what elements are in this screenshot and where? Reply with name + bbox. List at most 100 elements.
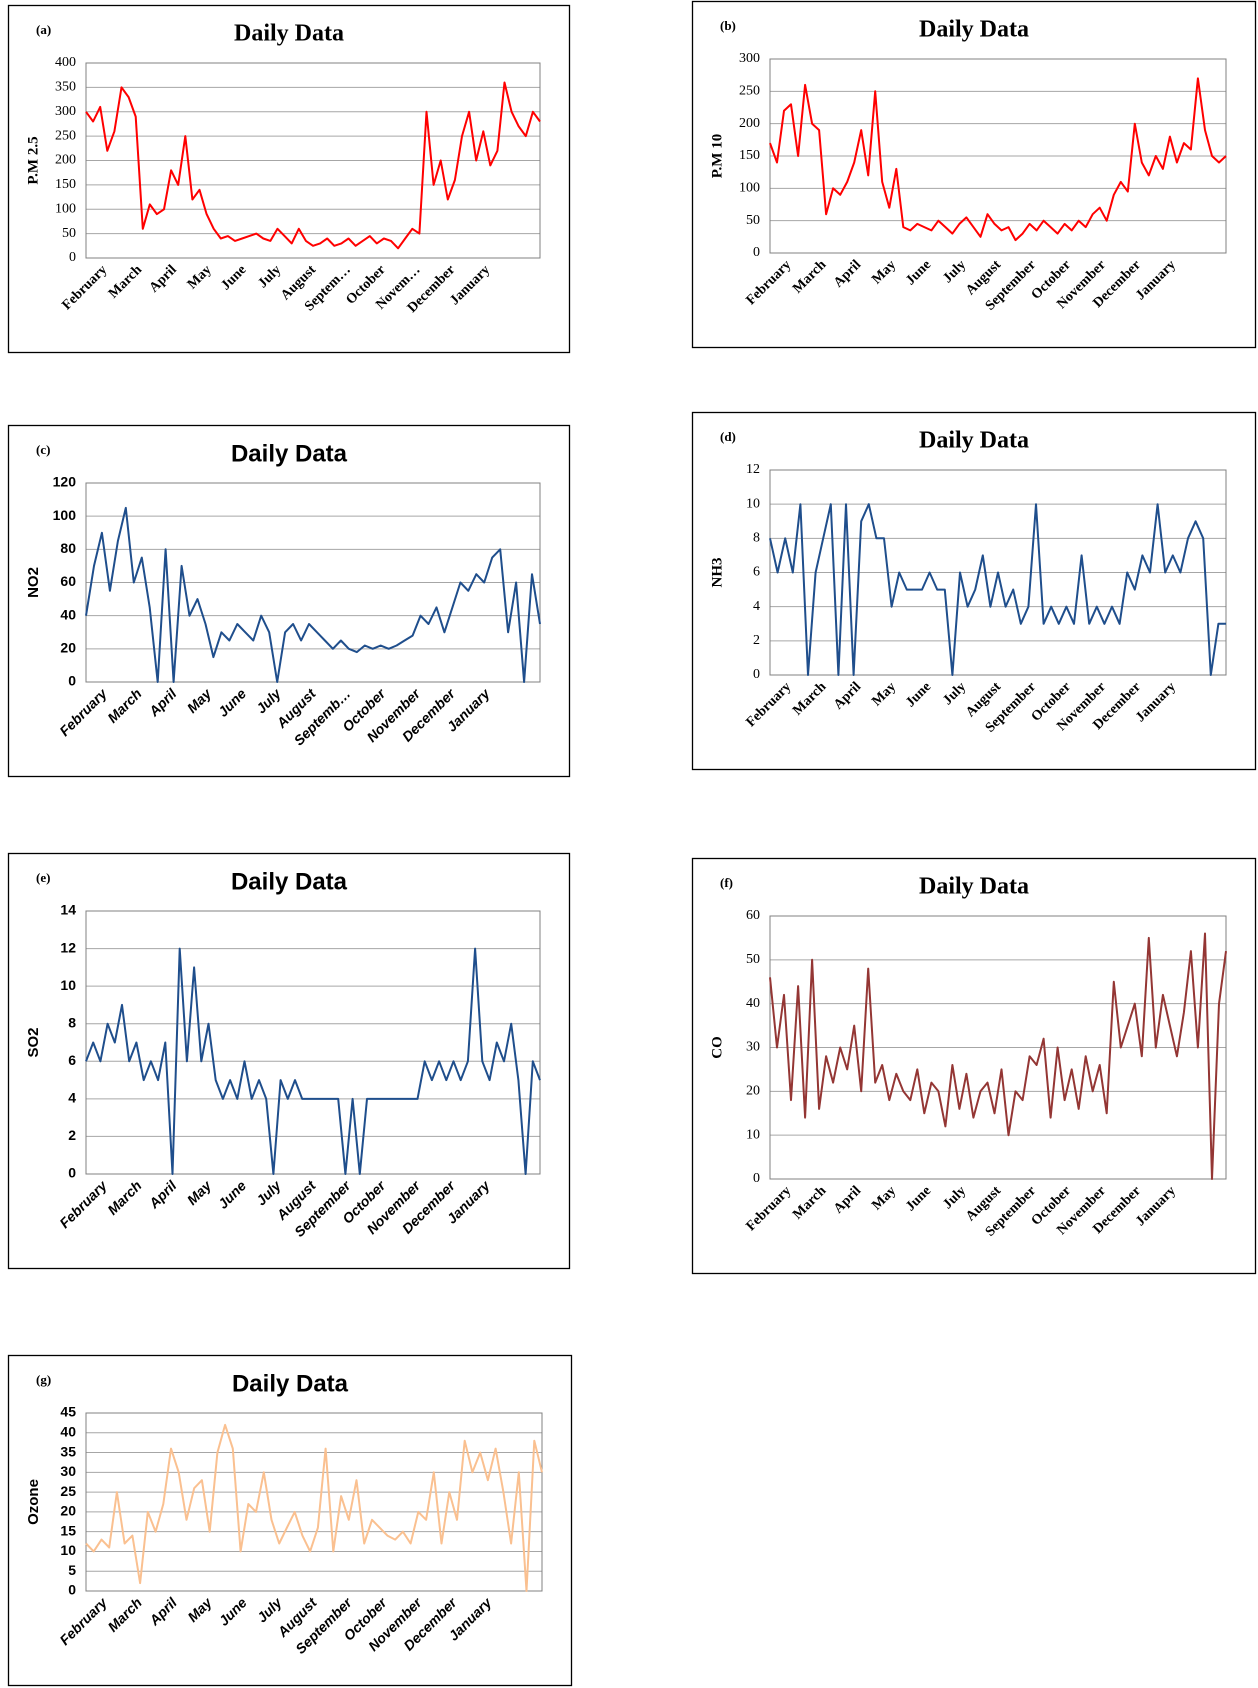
y-tick-label: 0 (69, 250, 76, 265)
panel-frame (691, 857, 1257, 1275)
data-line (769, 932, 1227, 1180)
data-line (85, 1423, 543, 1592)
y-tick-label: 20 (60, 1503, 76, 1519)
plot-frame (769, 469, 1227, 676)
panel-label: (d) (720, 429, 736, 444)
y-tick-label: 12 (746, 462, 760, 477)
plot-frame (85, 62, 541, 259)
y-tick-label: 10 (746, 496, 760, 511)
panel-label: (a) (36, 22, 51, 37)
y-tick-label: 60 (746, 908, 760, 923)
y-tick-label: 4 (753, 599, 760, 614)
y-axis-label: SO2 (25, 1027, 42, 1057)
chart-title: Daily Data (231, 868, 348, 895)
y-axis-label: CO (709, 1036, 725, 1059)
y-tick-label: 0 (753, 667, 760, 682)
y-tick-label: 0 (68, 673, 76, 689)
y-tick-label: 80 (60, 540, 76, 556)
y-tick-label: 150 (739, 148, 760, 163)
y-tick-label: 400 (55, 55, 76, 70)
y-tick-label: 2 (753, 633, 760, 648)
plot-frame (769, 915, 1227, 1180)
y-tick-label: 8 (68, 1014, 76, 1030)
y-tick-label: 100 (55, 201, 76, 216)
y-tick-label: 15 (60, 1522, 76, 1538)
y-tick-label: 20 (60, 640, 76, 656)
chart-title: Daily Data (919, 428, 1029, 454)
panel-label: (f) (720, 875, 733, 890)
data-line (85, 947, 541, 1175)
y-tick-label: 350 (55, 80, 76, 95)
panel-label: (e) (36, 870, 50, 885)
y-tick-label: 40 (746, 996, 760, 1011)
y-tick-label: 50 (746, 952, 760, 967)
panel-label: (c) (36, 442, 50, 457)
y-tick-label: 150 (55, 177, 76, 192)
chart-title: Daily Data (234, 21, 344, 47)
y-tick-label: 0 (753, 245, 760, 260)
y-tick-label: 200 (739, 116, 760, 131)
y-tick-label: 50 (746, 213, 760, 228)
y-tick-label: 2 (68, 1127, 76, 1143)
y-tick-label: 120 (53, 474, 77, 490)
y-tick-label: 20 (746, 1084, 760, 1099)
y-tick-label: 250 (739, 84, 760, 99)
y-tick-label: 8 (753, 531, 760, 546)
y-tick-label: 0 (68, 1165, 76, 1181)
y-tick-label: 100 (739, 181, 760, 196)
y-axis-label: P.M 2.5 (25, 136, 41, 184)
data-line (769, 77, 1227, 242)
plot-frame (85, 910, 541, 1175)
chart-title: Daily Data (919, 17, 1029, 43)
panel-label: (g) (36, 1372, 51, 1387)
chart-title: Daily Data (232, 1370, 349, 1397)
y-axis-label: NH3 (709, 558, 725, 588)
y-tick-label: 0 (753, 1171, 760, 1186)
y-tick-label: 300 (55, 104, 76, 119)
y-tick-label: 40 (60, 1423, 76, 1439)
chart-panel: (a) Daily Data 0 50 100 150 200 250 300 350 400 P.M… (7, 4, 571, 354)
y-tick-label: 60 (60, 573, 76, 589)
y-tick-label: 30 (746, 1040, 760, 1055)
y-tick-label: 40 (60, 606, 76, 622)
y-tick-label: 12 (60, 939, 76, 955)
y-tick-label: 0 (68, 1582, 76, 1598)
panel-label: (b) (720, 18, 736, 33)
y-tick-label: 35 (60, 1443, 76, 1459)
y-tick-label: 30 (60, 1463, 76, 1479)
y-tick-label: 250 (55, 128, 76, 143)
data-line (85, 506, 541, 683)
y-tick-label: 50 (62, 226, 76, 241)
y-tick-label: 6 (753, 565, 760, 580)
y-tick-label: 6 (68, 1052, 76, 1068)
chart-panel: (c) Daily Data020406080100120NO2FebruaryM… (7, 424, 571, 778)
y-tick-label: 10 (60, 1542, 76, 1558)
panel-frame (7, 424, 571, 778)
y-tick-label: 5 (68, 1562, 76, 1578)
chart-panel: (e) Daily Data02468101214SO2FebruaryMarch… (7, 852, 571, 1270)
chart-title: Daily Data (919, 874, 1029, 900)
y-tick-label: 100 (53, 507, 77, 523)
y-tick-label: 200 (55, 153, 76, 168)
y-tick-label: 14 (60, 902, 76, 918)
chart-panel: (g) Daily Data051015202530354045OzoneFebr… (7, 1354, 573, 1687)
y-tick-label: 25 (60, 1483, 76, 1499)
data-line (769, 503, 1226, 676)
y-tick-label: 10 (60, 977, 76, 993)
chart-title: Daily Data (231, 440, 348, 467)
y-axis-label: Ozone (25, 1479, 42, 1525)
data-line (85, 81, 541, 250)
y-axis-label: NO2 (25, 567, 42, 598)
y-axis-label: P.M 10 (709, 134, 725, 178)
chart-panel: (f) Daily Data0102030405060COFebruaryMarc… (691, 857, 1257, 1275)
y-tick-label: 45 (60, 1404, 76, 1420)
plot-frame (85, 482, 541, 683)
y-tick-label: 4 (68, 1090, 76, 1106)
plot-frame (85, 1412, 543, 1592)
y-tick-label: 10 (746, 1127, 760, 1142)
y-tick-label: 300 (739, 51, 760, 66)
